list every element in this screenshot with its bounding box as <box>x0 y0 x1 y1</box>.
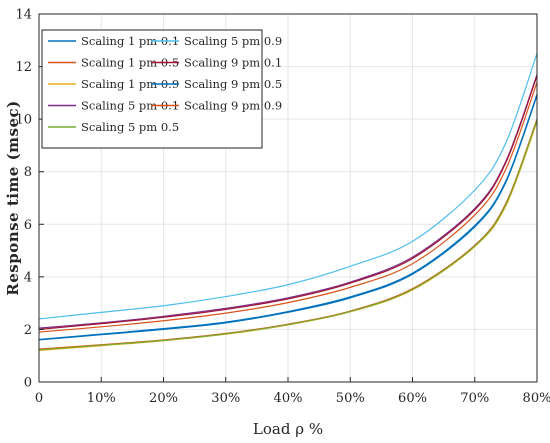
y-tick-label: 4 <box>24 270 32 285</box>
legend-label: Scaling 9 pm 0.1 <box>184 56 282 70</box>
x-tick-label: 70% <box>460 391 489 406</box>
x-tick-label: 0 <box>35 391 43 406</box>
series-line-9 <box>38 82 538 333</box>
series-line-4 <box>38 74 538 329</box>
x-tick-label: 80% <box>523 391 550 406</box>
series-line-1 <box>38 95 538 341</box>
legend-label: Scaling 5 pm 0.9 <box>184 34 282 48</box>
legend-label: Scaling 1 pm 0.9 <box>81 77 179 91</box>
x-axis-label: Load ρ % <box>253 420 323 438</box>
legend-label: Scaling 1 pm 0.1 <box>81 34 179 48</box>
x-tick-label: 40% <box>274 391 303 406</box>
y-axis-label: Response time (msec) <box>4 100 22 296</box>
series-line-8 <box>38 93 538 341</box>
legend-label: Scaling 9 pm 0.5 <box>184 77 282 91</box>
legend: Scaling 1 pm 0.1 Scaling 1 pm 0.5 Scaling … <box>41 29 282 149</box>
x-tick-label: 20% <box>149 391 178 406</box>
series-line-7 <box>38 75 538 331</box>
series-line-5 <box>38 120 538 351</box>
x-tick-label: 60% <box>398 391 427 406</box>
x-tick-label: 50% <box>336 391 365 406</box>
legend-box <box>41 29 263 149</box>
y-tick-label: 8 <box>24 165 32 180</box>
legend-label: Scaling 1 pm 0.5 <box>81 56 179 70</box>
ticks: 0 10% 20% 30% 40% 50% 60% 70% 80% 0 2 4 6 8 10 12 14 <box>15 8 550 407</box>
series-line-6 <box>38 53 538 320</box>
y-tick-label: 12 <box>15 60 32 75</box>
x-tick-label: 30% <box>211 391 240 406</box>
legend-label: Scaling 5 pm 0.1 <box>81 99 179 113</box>
series-lines <box>38 53 538 352</box>
legend-label: Scaling 5 pm 0.5 <box>81 120 179 134</box>
x-tick-label: 10% <box>87 391 116 406</box>
y-tick-label: 0 <box>24 376 32 391</box>
y-tick-label: 14 <box>15 8 32 23</box>
legend-label: Scaling 9 pm 0.9 <box>184 99 282 113</box>
y-tick-label: 6 <box>24 218 32 233</box>
y-tick-label: 2 <box>24 323 32 338</box>
y-tick-label: 10 <box>15 113 32 128</box>
